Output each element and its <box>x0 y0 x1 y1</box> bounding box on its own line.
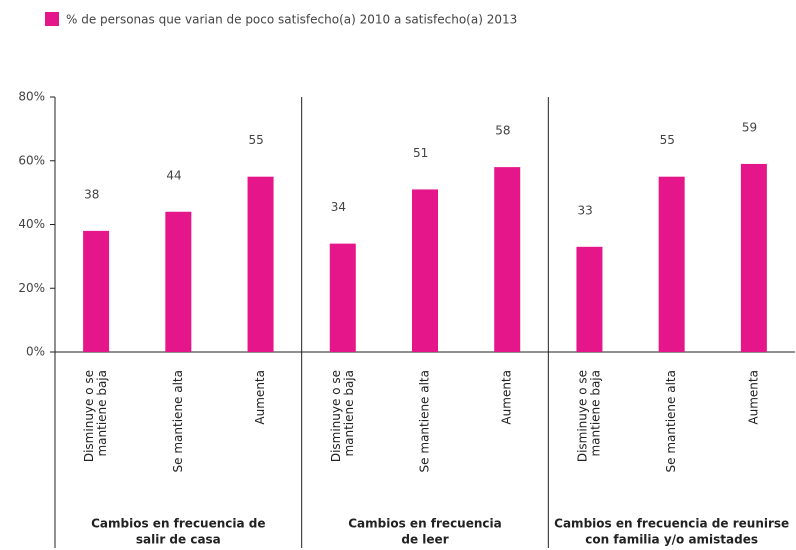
group-label: con familia y/o amistades <box>585 533 758 547</box>
value-label: 38 <box>84 187 99 201</box>
bar <box>412 189 438 352</box>
x-tick-label: Aumenta <box>746 370 760 425</box>
bar <box>247 176 274 352</box>
x-tick-label: Aumenta <box>253 370 267 425</box>
bar <box>165 211 192 352</box>
y-tick-label: 80% <box>18 90 45 104</box>
group-label: salir de casa <box>136 533 221 547</box>
y-tick-label: 20% <box>18 281 45 295</box>
x-tick-label: Se mantiene alta <box>171 370 185 472</box>
x-tick-label: Aumenta <box>500 370 514 425</box>
bar <box>740 163 767 352</box>
value-label: 44 <box>166 168 181 182</box>
value-label: 33 <box>577 203 592 217</box>
bar <box>83 230 110 352</box>
x-tick-label: Se mantiene alta <box>664 370 678 472</box>
value-label: 58 <box>495 124 510 138</box>
group-label: Cambios en frecuencia de <box>91 517 265 531</box>
bar <box>658 176 685 352</box>
value-label: 34 <box>331 200 346 214</box>
bar <box>576 246 603 352</box>
value-label: 55 <box>660 133 675 147</box>
y-tick-label: 60% <box>18 153 45 167</box>
y-tick-label: 40% <box>18 217 45 231</box>
y-tick-label: 0% <box>26 345 45 359</box>
bar <box>494 167 521 352</box>
x-tick-label: Disminuye o se <box>82 370 96 462</box>
bar <box>329 243 356 352</box>
value-label: 59 <box>742 120 757 134</box>
x-tick-label: Disminuye o se <box>575 370 589 462</box>
group-label: Cambios en frecuencia <box>348 517 501 531</box>
x-tick-label: Se mantiene alta <box>418 370 432 472</box>
x-tick-label: mantiene baja <box>342 370 356 457</box>
value-label: 51 <box>413 146 428 160</box>
group-label: de leer <box>401 533 448 547</box>
legend-swatch <box>45 12 59 26</box>
x-tick-label: Disminuye o se <box>329 370 343 462</box>
group-label: Cambios en frecuencia de reunirse <box>554 517 789 531</box>
x-tick-label: mantiene baja <box>588 370 602 457</box>
legend-label: % de personas que varian de poco satisfe… <box>66 13 517 27</box>
value-label: 55 <box>249 133 264 147</box>
x-tick-label: mantiene baja <box>95 370 109 457</box>
